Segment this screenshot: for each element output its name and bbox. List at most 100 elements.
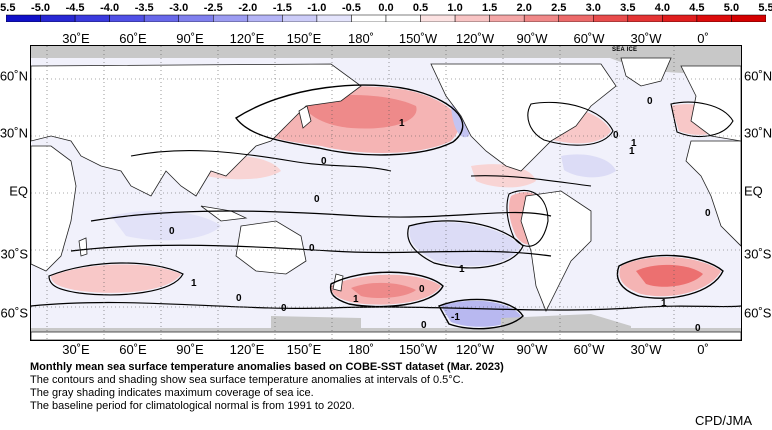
- color-scale-swatch: [385, 14, 421, 23]
- latitude-label: 60˚N: [744, 68, 772, 84]
- latitude-label: 30˚S: [0, 246, 28, 262]
- contour-label: 0: [421, 320, 427, 331]
- contour-label: 1: [353, 294, 359, 305]
- longitude-label: 60˚W: [573, 342, 605, 357]
- contour-label: 0: [695, 323, 701, 334]
- credit-label: CPD/JMA: [694, 413, 752, 428]
- color-scale-swatch: [489, 14, 525, 23]
- longitude-label: 120˚W: [455, 342, 495, 357]
- color-scale-tick-label: -3.5: [134, 2, 154, 14]
- land-masses: [31, 57, 741, 340]
- color-scale-tick-label: 5.0: [723, 2, 740, 14]
- latitude-labels-right: 60˚N 30˚N EQ 30˚S 60˚S: [742, 0, 772, 430]
- color-scale-tick-label: -5.0: [31, 2, 51, 14]
- color-scale-tick-label: -2.5: [203, 2, 223, 14]
- color-scale-tick-label: -4.5: [65, 2, 85, 14]
- color-scale-tick-label: -2.0: [238, 2, 258, 14]
- contour-label: 0: [314, 194, 320, 205]
- longitude-label: 90˚E: [176, 31, 204, 46]
- color-scale-swatch: [420, 14, 456, 23]
- color-scale-swatch: [454, 14, 490, 23]
- map-canvas: 1 0 0 0 1 0 0 0 1 0 0 1 0 1 1 0 0 -1 0 1: [31, 46, 741, 340]
- latitude-label: 30˚N: [744, 125, 772, 141]
- longitude-label: 90˚W: [516, 342, 548, 357]
- color-scale-swatch: [74, 14, 110, 23]
- color-scale-tick-label: 4.0: [654, 2, 671, 14]
- color-scale-swatch: [593, 14, 629, 23]
- longitude-label: 0˚: [697, 31, 709, 46]
- longitude-labels-top: 30˚E 60˚E 90˚E 120˚E 150˚E 180˚ 150˚W 120˚W 90˚W…: [0, 31, 772, 46]
- latitude-label: 60˚S: [744, 305, 772, 321]
- color-scale-bar: -5.5 -5.0 -4.5 -4.0 -3.5 -3.0 -2.5 -2.0 -1.5 -1.0…: [0, 2, 772, 23]
- caption-line: The gray shading indicates maximum cover…: [30, 387, 314, 399]
- contour-labels: 1 0 0 0 1 0 0 0 1 0 0 1 0 1 1 0 0 -1 0 1: [169, 96, 711, 334]
- latitude-labels-left: 60˚N 30˚N EQ 30˚S 60˚S: [0, 0, 30, 430]
- longitude-label: 150˚E: [286, 342, 322, 357]
- color-scale-swatch: [109, 14, 145, 23]
- color-scale-swatch: [627, 14, 663, 23]
- sst-anomaly-map: 1 0 0 0 1 0 0 0 1 0 0 1 0 1 1 0 0 -1 0 1: [30, 45, 742, 341]
- color-scale-tick-label: -1.5: [272, 2, 292, 14]
- color-scale-swatch: [662, 14, 698, 23]
- color-scale-swatch: [558, 14, 594, 23]
- color-scale-swatch: [143, 14, 179, 23]
- color-scale-tick-label: 0.5: [412, 2, 429, 14]
- contour-label: 1: [191, 278, 197, 289]
- color-scale-tick-label: 4.5: [689, 2, 705, 14]
- longitude-label: 60˚E: [119, 342, 147, 357]
- color-scale-tick-label: 1.5: [481, 2, 498, 14]
- color-scale-swatch: [247, 14, 283, 23]
- color-scale-swatch: [351, 14, 387, 23]
- longitude-label: 60˚E: [119, 31, 147, 46]
- color-scale-tick-label: -4.0: [100, 2, 120, 14]
- map-caption: Monthly mean sea surface temperature ano…: [30, 361, 504, 413]
- color-scale-tick-label: -5.5: [0, 2, 16, 14]
- color-scale-tick-label: 2.5: [551, 2, 567, 14]
- color-scale-tick-label: 0.0: [378, 2, 394, 14]
- caption-line: The baseline period for climatological n…: [30, 400, 355, 412]
- contour-label: 1: [661, 298, 667, 309]
- color-scale-swatch: [178, 14, 214, 23]
- color-scale-tick-label: -0.5: [341, 2, 361, 14]
- longitude-label: 0˚: [697, 342, 709, 357]
- sea-ice-label: SEA ICE: [612, 47, 638, 53]
- color-scale-swatches: [5, 14, 767, 23]
- cool-anomaly-shading: [111, 105, 616, 327]
- contour-label: -1: [451, 312, 460, 323]
- contour-label: 0: [705, 208, 711, 219]
- contour-label: 0: [236, 293, 242, 304]
- longitude-label: 150˚W: [398, 31, 438, 46]
- color-scale-swatch: [696, 14, 732, 23]
- contour-label: 0: [321, 156, 327, 167]
- contour-label: 0: [613, 130, 619, 141]
- color-scale-tick-label: 1.0: [447, 2, 463, 14]
- longitude-label: 30˚W: [630, 342, 662, 357]
- latitude-label: EQ: [744, 183, 763, 199]
- latitude-label: 30˚N: [0, 125, 28, 141]
- color-scale-swatch: [40, 14, 76, 23]
- longitude-label: 180˚: [347, 31, 375, 46]
- color-scale-tick-label: 3.0: [585, 2, 601, 14]
- longitude-label: 60˚W: [573, 31, 605, 46]
- longitude-label: 120˚E: [229, 342, 265, 357]
- latitude-label: 60˚N: [0, 68, 28, 84]
- anomaly-contours: [31, 84, 741, 330]
- color-scale-tick-label: 3.5: [620, 2, 636, 14]
- color-scale-swatch: [213, 14, 249, 23]
- contour-label: 0: [281, 303, 287, 314]
- color-scale-tick-label: 5.5: [758, 2, 772, 14]
- contour-label: 1: [399, 118, 405, 129]
- graticule: [31, 46, 741, 340]
- contour-label: 1: [629, 146, 635, 157]
- contour-label: 1: [459, 264, 465, 275]
- caption-line: The contours and shading show sea surfac…: [30, 374, 464, 386]
- longitude-label: 120˚E: [229, 31, 265, 46]
- longitude-label: 150˚W: [398, 342, 438, 357]
- longitude-label: 30˚E: [62, 342, 90, 357]
- color-scale-swatch: [316, 14, 352, 23]
- contour-label: 0: [647, 96, 653, 107]
- longitude-label: 90˚E: [176, 342, 204, 357]
- latitude-label: 60˚S: [0, 305, 28, 321]
- caption-title: Monthly mean sea surface temperature ano…: [30, 361, 504, 373]
- latitude-label: EQ: [9, 183, 28, 199]
